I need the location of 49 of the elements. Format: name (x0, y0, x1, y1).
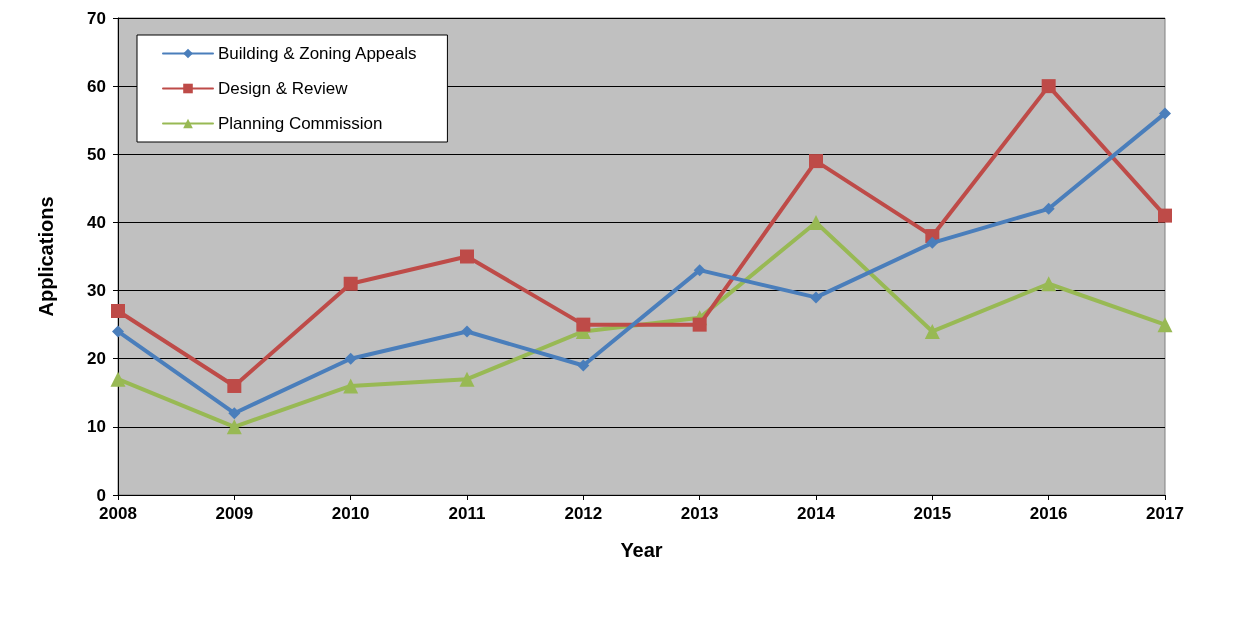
point (227, 378, 242, 393)
point (1159, 107, 1171, 120)
point (226, 419, 242, 435)
point (926, 236, 939, 249)
point (461, 325, 473, 338)
x-tick-label: 2010 (331, 504, 370, 523)
x-tick-label: 2017 (1146, 504, 1184, 523)
point (460, 249, 474, 264)
y-tick-label: 50 (87, 144, 106, 164)
point (810, 291, 822, 304)
point (1041, 276, 1057, 292)
x-tick-label: 2014 (797, 504, 836, 523)
y-tick-label: 20 (87, 349, 106, 369)
point (693, 264, 706, 277)
x-tick-label: 2013 (680, 504, 719, 523)
x-tick-label: 2012 (564, 504, 603, 523)
point (110, 371, 126, 387)
point (924, 323, 940, 339)
point (809, 154, 823, 169)
point (111, 304, 125, 319)
x-tick-label: 2016 (1029, 504, 1068, 523)
y-tick-label: 40 (87, 212, 106, 232)
point (1042, 202, 1055, 215)
point (1158, 208, 1172, 223)
x-axis-title: Year (620, 539, 663, 561)
legend-label: Planning Commission (218, 114, 383, 133)
point (343, 276, 358, 291)
x-tick-label: 2015 (913, 504, 952, 523)
point (112, 325, 124, 338)
point (1041, 79, 1056, 94)
point (459, 371, 475, 387)
y-tick-label: 30 (87, 281, 106, 301)
x-tick-label: 2009 (215, 504, 254, 523)
x-tick-label: 2008 (99, 504, 137, 523)
y-tick-label: 10 (87, 417, 106, 437)
y-axis-title: Applications (35, 196, 57, 317)
point (344, 352, 357, 365)
legend-label: Design & Review (218, 79, 349, 98)
point (577, 359, 590, 372)
y-tick-label: 60 (87, 76, 106, 96)
y-tick-label: 0 (96, 485, 106, 505)
x-tick-label: 2011 (448, 504, 486, 523)
legend-label: Building & Zoning Appeals (218, 44, 417, 63)
point (576, 317, 591, 332)
y-tick-label: 70 (87, 8, 106, 28)
point (228, 407, 241, 420)
point (692, 317, 707, 332)
point (1157, 317, 1173, 333)
point (343, 378, 359, 394)
